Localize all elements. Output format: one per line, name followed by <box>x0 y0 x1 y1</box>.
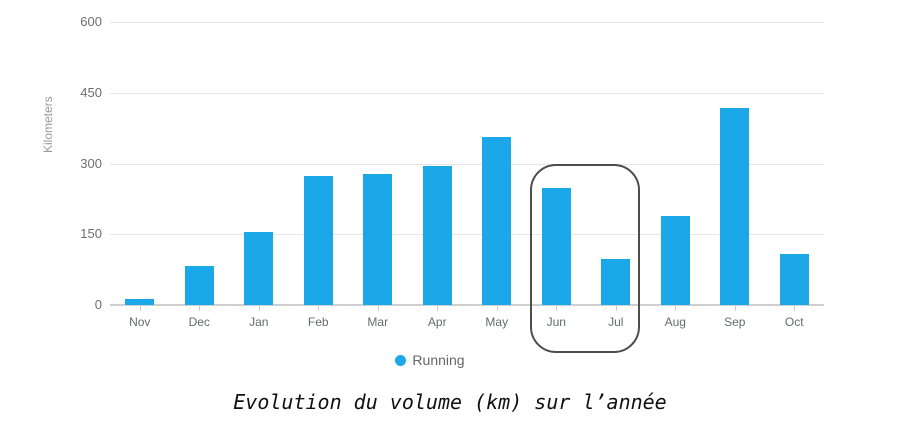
x-tick-label-dec: Dec <box>188 315 210 329</box>
x-tick-mark-aug <box>675 305 677 311</box>
y-axis-title: Kilometers <box>41 96 55 153</box>
gridline-y600 <box>110 22 824 23</box>
bar-jun[interactable] <box>541 188 571 305</box>
x-tick-mark-jan <box>258 305 260 311</box>
bar-apr[interactable] <box>422 165 452 305</box>
x-axis-line <box>110 304 824 306</box>
x-tick-mark-jun <box>556 305 558 311</box>
bar-mar[interactable] <box>363 174 393 305</box>
jun-jul-highlight-annotation <box>529 164 640 353</box>
bar-feb[interactable] <box>303 176 333 305</box>
bar-jul[interactable] <box>601 259 631 305</box>
y-tick-label-300: 300 <box>80 155 102 171</box>
bar-sep[interactable] <box>720 108 750 305</box>
x-tick-label-apr: Apr <box>427 315 447 329</box>
gridline-y300 <box>110 163 824 165</box>
x-tick-label-may: May <box>485 315 509 329</box>
x-tick-mark-oct <box>794 305 796 311</box>
y-tick-label-0: 0 <box>94 297 102 312</box>
x-tick-label-nov: Nov <box>129 315 151 329</box>
x-tick-mark-dec <box>199 305 201 311</box>
bar-oct[interactable] <box>779 254 809 305</box>
x-tick-mark-nov <box>139 305 141 311</box>
gridline-y450 <box>110 92 824 94</box>
bar-nov[interactable] <box>125 298 155 305</box>
y-tick-label-150: 150 <box>80 226 102 242</box>
y-tick-label-450: 450 <box>80 84 102 100</box>
legend-label-running: Running <box>412 352 465 368</box>
y-tick-label-600: 600 <box>80 14 102 29</box>
bar-aug[interactable] <box>660 216 690 305</box>
legend: Running <box>0 352 860 371</box>
x-tick-label-aug: Aug <box>664 315 686 329</box>
x-tick-mark-jul <box>615 305 617 311</box>
x-tick-mark-apr <box>437 305 439 311</box>
x-tick-mark-mar <box>377 305 379 311</box>
x-tick-mark-may <box>496 305 498 311</box>
x-tick-label-oct: Oct <box>784 315 804 329</box>
x-tick-label-sep: Sep <box>724 315 746 329</box>
x-tick-mark-feb <box>318 305 320 311</box>
gridline-y150 <box>110 234 824 236</box>
x-tick-label-jan: Jan <box>249 315 269 329</box>
legend-item-running[interactable]: Running <box>395 352 465 368</box>
x-tick-mark-sep <box>734 305 736 311</box>
bar-may[interactable] <box>482 136 512 305</box>
x-tick-label-jul: Jul <box>608 315 624 329</box>
bar-jan[interactable] <box>244 231 274 305</box>
running-series-dot-icon <box>395 354 407 366</box>
x-tick-label-mar: Mar <box>367 315 389 329</box>
x-tick-label-jun: Jun <box>546 315 566 329</box>
chart-caption: Evolution du volume (km) sur l’année <box>233 390 667 414</box>
bar-dec[interactable] <box>184 266 214 305</box>
x-tick-label-feb: Feb <box>307 315 329 329</box>
